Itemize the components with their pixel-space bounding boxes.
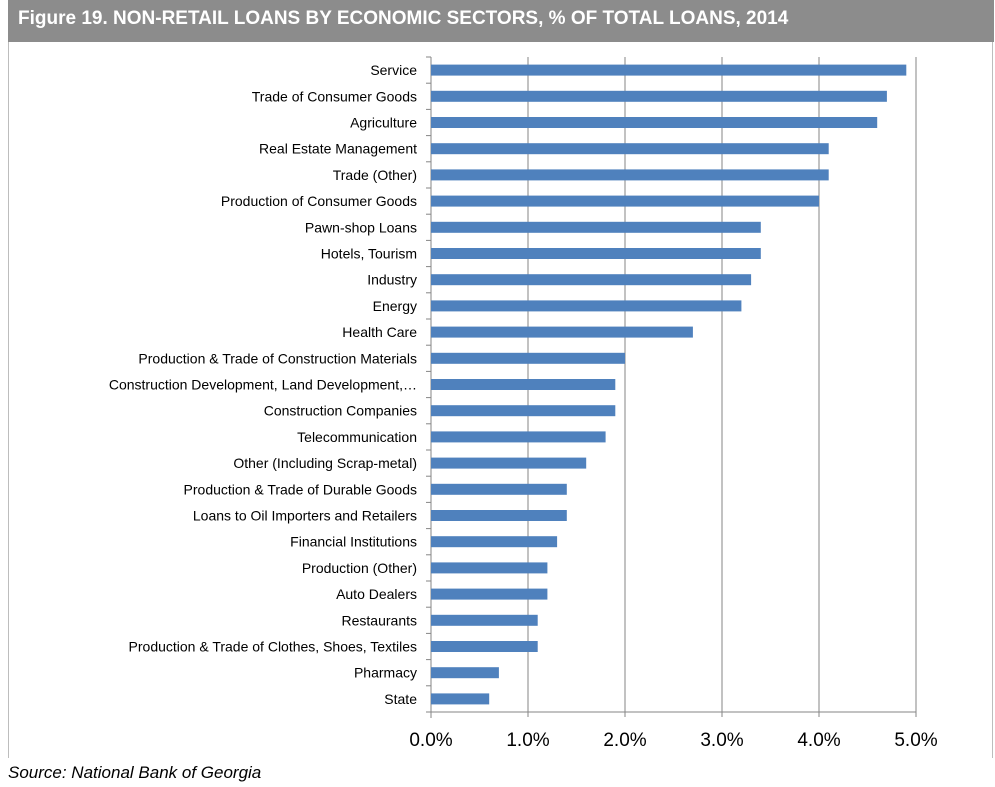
bar <box>431 483 567 495</box>
category-label: Other (Including Scrap-metal) <box>233 455 417 471</box>
category-label: Trade (Other) <box>333 167 417 183</box>
category-label: Trade of Consumer Goods <box>252 88 417 104</box>
bar <box>431 431 606 443</box>
category-label: Health Care <box>342 324 417 340</box>
bar <box>431 614 538 626</box>
category-label: Production & Trade of Construction Mater… <box>138 350 417 366</box>
bar <box>431 510 567 521</box>
bar-chart: 0.0% 1.0% 2.0% 3.0% 4.0% 5.0% Service Trade of … <box>109 56 938 751</box>
bar <box>431 221 761 233</box>
bar <box>431 64 907 76</box>
x-tick-label: 0.0% <box>409 730 452 751</box>
bar <box>431 457 587 469</box>
category-label: Production of Consumer Goods <box>221 193 417 209</box>
category-label: Telecommunication <box>297 429 417 445</box>
bar <box>431 641 538 652</box>
x-tick-label: 3.0% <box>700 730 743 751</box>
bar <box>431 300 742 312</box>
category-label: Real Estate Management <box>259 141 417 157</box>
bar <box>431 274 752 286</box>
chart-frame: 0.0% 1.0% 2.0% 3.0% 4.0% 5.0% Service Trade of … <box>8 42 993 758</box>
category-label: Auto Dealers <box>336 586 417 602</box>
category-label: Industry <box>367 272 417 288</box>
bar <box>431 117 878 128</box>
bar <box>431 536 558 548</box>
category-label: Pharmacy <box>354 665 417 681</box>
bar <box>431 667 499 679</box>
bar <box>431 562 548 574</box>
figure-title-bar: Figure 19. NON-RETAIL LOANS BY ECONOMIC … <box>8 0 994 42</box>
x-tick-label: 5.0% <box>894 730 937 751</box>
category-label: Production & Trade of Durable Goods <box>184 481 417 497</box>
bar <box>431 693 490 705</box>
x-tick-label: 4.0% <box>797 730 840 751</box>
category-label: State <box>384 691 417 707</box>
bar <box>431 326 693 338</box>
category-label: Construction Companies <box>264 403 417 419</box>
bar <box>431 90 887 102</box>
source-note: Source: National Bank of Georgia <box>8 763 262 782</box>
bar <box>431 195 819 207</box>
category-label: Service <box>370 62 417 78</box>
bar <box>431 248 761 259</box>
category-label: Energy <box>373 298 417 314</box>
category-label: Production (Other) <box>302 560 417 576</box>
category-label: Loans to Oil Importers and Retailers <box>193 508 417 524</box>
category-label: Pawn-shop Loans <box>305 219 417 235</box>
bar <box>431 169 829 181</box>
x-tick-label: 2.0% <box>603 730 646 751</box>
bar <box>431 405 616 417</box>
category-label: Restaurants <box>342 612 417 628</box>
bar <box>431 379 616 390</box>
bar <box>431 588 548 600</box>
category-label: Agriculture <box>350 115 417 131</box>
bar <box>431 352 625 364</box>
category-label: Financial Institutions <box>290 534 417 550</box>
category-label: Construction Development, Land Developme… <box>109 377 417 393</box>
category-label: Hotels, Tourism <box>321 246 417 262</box>
category-label: Production & Trade of Clothes, Shoes, Te… <box>129 639 417 655</box>
bar <box>431 143 829 155</box>
x-tick-label: 1.0% <box>506 730 549 751</box>
figure-title: Figure 19. NON-RETAIL LOANS BY ECONOMIC … <box>18 8 789 29</box>
